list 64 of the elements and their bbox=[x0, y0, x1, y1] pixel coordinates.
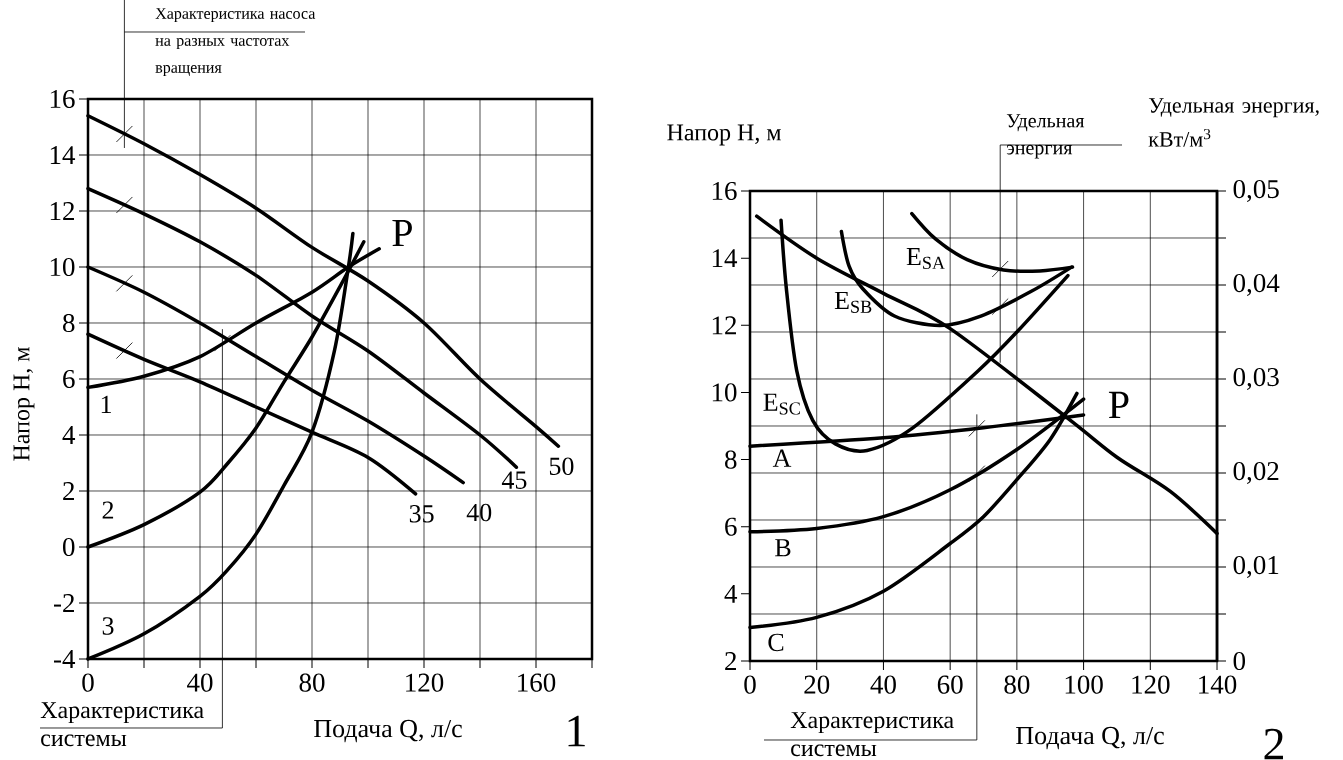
series-label: 35 bbox=[409, 505, 434, 523]
x-tick-label: 80 bbox=[1004, 675, 1030, 694]
series-label: 40 bbox=[466, 503, 492, 522]
annotation: P bbox=[1108, 391, 1129, 419]
y-tick-label: 12 bbox=[712, 316, 736, 335]
y2-axis-title: Удельная энергия, кВт/м$^{3}$ bbox=[1148, 98, 1319, 147]
y-tick-label: 2 bbox=[725, 652, 736, 670]
x-tick-label: 40 bbox=[187, 673, 213, 692]
y-axis-title: Напор H, м bbox=[13, 347, 35, 461]
x-tick-label: 0 bbox=[744, 675, 756, 694]
series-label: A bbox=[772, 449, 792, 467]
y-tick-label: 6 bbox=[63, 369, 75, 389]
x-tick-label: 40 bbox=[870, 675, 896, 694]
y-tick-label: 6 bbox=[725, 517, 737, 536]
series-label: 1 bbox=[101, 395, 111, 413]
text: Удельная энергия bbox=[1006, 114, 1085, 159]
y-tick-label: 2 bbox=[63, 482, 74, 500]
series-label: C bbox=[768, 633, 784, 652]
y-tick-label: 8 bbox=[63, 313, 75, 333]
y-tick-label: 0 bbox=[63, 537, 75, 557]
y-axis-title: Напор H, м bbox=[667, 124, 781, 146]
series-label: 3 bbox=[102, 617, 114, 635]
x-tick-label: 140 bbox=[1199, 675, 1237, 694]
y-tick-label: -2 bbox=[53, 594, 74, 612]
y2-tick-label: 0,05 bbox=[1233, 179, 1279, 203]
y-tick-label: 14 bbox=[50, 146, 76, 164]
y2-tick-label: 0,02 bbox=[1233, 461, 1279, 485]
text: Характеристика системы bbox=[790, 712, 954, 757]
y2-tick-label: 0 bbox=[1233, 651, 1246, 671]
series-label: E$_{SC}$ bbox=[763, 393, 800, 415]
x-tick-label: 120 bbox=[1132, 675, 1170, 694]
y2-tick-label: 0,01 bbox=[1233, 555, 1279, 579]
text: Характеристика насоса на разных частотах вращения bbox=[155, 8, 316, 77]
series-label: E$_{SB}$ bbox=[834, 291, 872, 313]
y-tick-label: 10 bbox=[50, 257, 75, 277]
legend-label: E$_{SA}$ bbox=[906, 248, 945, 270]
y-tick-label: 16 bbox=[712, 181, 737, 201]
y2-tick-label: 0,04 bbox=[1233, 273, 1280, 297]
x-tick-label: 80 bbox=[299, 673, 325, 692]
annotation: P bbox=[392, 219, 412, 247]
y-tick-label: 4 bbox=[724, 584, 738, 603]
y2-tick-label: 0,03 bbox=[1233, 367, 1279, 391]
x-tick-label: 160 bbox=[518, 673, 556, 692]
y-tick-label: 12 bbox=[50, 202, 74, 220]
text: 1 bbox=[568, 715, 585, 747]
x-tick-label: 120 bbox=[406, 673, 444, 692]
x-axis-title: Подача Q, л/с bbox=[314, 719, 462, 743]
y-tick-label: 14 bbox=[712, 249, 738, 268]
x-tick-label: 100 bbox=[1065, 675, 1103, 694]
series-label: 45 bbox=[501, 471, 527, 489]
y-tick-label: 8 bbox=[725, 450, 737, 469]
x-axis-title: Подача Q, л/с bbox=[1016, 726, 1164, 750]
text: 2 bbox=[1264, 728, 1283, 760]
y-tick-label: 10 bbox=[712, 383, 737, 402]
x-tick-label: 60 bbox=[937, 675, 963, 694]
series-label: 50 bbox=[549, 457, 574, 475]
y-tick-label: 4 bbox=[62, 426, 76, 444]
y-tick-label: -4 bbox=[53, 650, 76, 668]
text: Характеристика системы bbox=[40, 702, 204, 747]
x-tick-label: 20 bbox=[804, 675, 830, 694]
series-label: 2 bbox=[102, 501, 114, 519]
series-label: B bbox=[775, 539, 791, 557]
y-tick-label: 16 bbox=[50, 89, 75, 109]
x-tick-label: 0 bbox=[82, 673, 94, 692]
